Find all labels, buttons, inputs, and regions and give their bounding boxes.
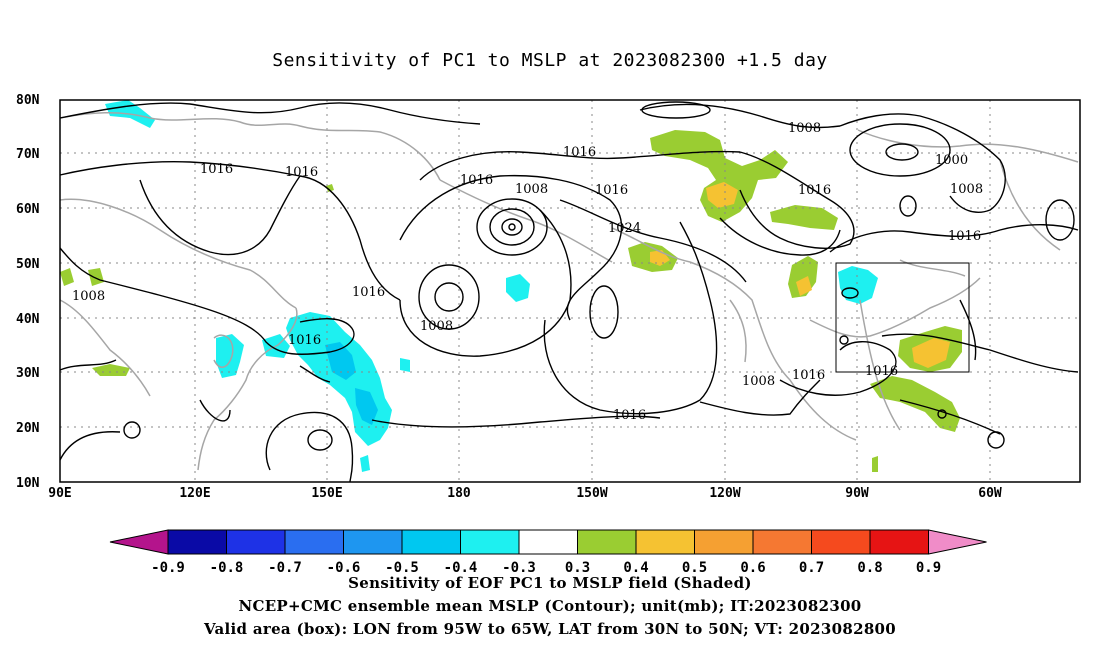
positive-area xyxy=(88,268,104,286)
colorbar-label: 0.3 xyxy=(565,560,590,576)
negative-area xyxy=(838,266,878,304)
colorbar-segment xyxy=(460,529,520,555)
contour-label: 1008 xyxy=(742,374,775,389)
contour-label: 1008 xyxy=(72,289,105,304)
contour-label: 1000 xyxy=(935,153,968,168)
lat-label: 20N xyxy=(16,421,40,436)
map-title: Sensitivity of PC1 to MSLP at 2023082300… xyxy=(272,50,828,71)
contour-label: 1016 xyxy=(595,183,628,198)
contour-label: 1016 xyxy=(285,165,318,180)
colorbar-label: 0.7 xyxy=(799,560,824,576)
positive-area xyxy=(872,456,878,472)
contour-label: 1016 xyxy=(798,183,831,198)
colorbar-segment xyxy=(694,529,754,555)
colorbar-segment xyxy=(167,529,227,555)
colorbar-segment xyxy=(869,529,929,555)
colorbar-segment xyxy=(518,529,578,555)
colorbar-label: -0.3 xyxy=(502,560,536,576)
positive-area-mid xyxy=(706,182,738,208)
lon-label: 150E xyxy=(311,486,342,501)
positive-area xyxy=(92,364,130,376)
positive-area xyxy=(770,205,838,230)
contour-label: 1008 xyxy=(788,121,821,136)
colorbar-label: 0.6 xyxy=(740,560,765,576)
contour-label: 1016 xyxy=(460,173,493,188)
colorbar-label: 0.5 xyxy=(682,560,707,576)
lon-label: 90W xyxy=(845,486,869,501)
contour-label: 1008 xyxy=(515,182,548,197)
contour-label: 1016 xyxy=(563,145,596,160)
positive-area-mid xyxy=(796,276,812,296)
colorbar-segment xyxy=(811,529,871,555)
colorbar-low-triangle xyxy=(109,529,169,555)
lat-label: 10N xyxy=(16,476,40,491)
lon-label: 180 xyxy=(447,486,471,501)
colorbar-segment xyxy=(343,529,403,555)
colorbar-label: -0.4 xyxy=(444,560,478,576)
negative-area xyxy=(400,358,410,372)
colorbar-label: -0.7 xyxy=(268,560,302,576)
contour-label: 1016 xyxy=(200,162,233,177)
positive-area-mid xyxy=(912,338,950,368)
latitude-labels: 80N 70N 60N 50N 40N 30N 20N 10N xyxy=(16,93,40,491)
contour-label: 1016 xyxy=(948,229,981,244)
lon-label: 150W xyxy=(576,486,607,501)
caption-line: Valid area (box): LON from 95W to 65W, L… xyxy=(203,620,897,638)
lat-label: 70N xyxy=(16,147,40,162)
contour-label: 1016 xyxy=(613,408,646,423)
colorbar-segment xyxy=(752,529,812,555)
colorbar-label: 0.8 xyxy=(857,560,882,576)
positive-area xyxy=(60,268,74,286)
lat-label: 40N xyxy=(16,312,40,327)
contour-label: 1016 xyxy=(792,368,825,383)
lat-label: 30N xyxy=(16,366,40,381)
colorbar-label: 0.9 xyxy=(916,560,941,576)
mslp-contours xyxy=(59,101,1079,483)
caption-line: Sensitivity of EOF PC1 to MSLP field (Sh… xyxy=(348,574,752,592)
colorbar-segment xyxy=(284,529,344,555)
colorbar-label: 0.4 xyxy=(623,560,648,576)
lat-label: 60N xyxy=(16,202,40,217)
contour-label: 1016 xyxy=(865,364,898,379)
lon-label: 90E xyxy=(48,486,71,501)
contour-label-layer: 1016 1016 1008 1016 1008 1016 1016 1024 … xyxy=(72,121,983,423)
positive-area xyxy=(326,184,334,192)
colorbar-high-triangle xyxy=(928,529,987,555)
colorbar-segment xyxy=(635,529,695,555)
contour-label: 1008 xyxy=(420,319,453,334)
lon-label: 120E xyxy=(179,486,210,501)
caption-line: NCEP+CMC ensemble mean MSLP (Contour); u… xyxy=(238,597,862,615)
colorbar-segment xyxy=(226,529,286,555)
colorbar-label: -0.6 xyxy=(327,560,361,576)
contour-label: 1008 xyxy=(950,182,983,197)
negative-area xyxy=(506,274,530,302)
coastlines xyxy=(59,112,1079,471)
valid-area-box xyxy=(835,262,970,373)
colorbar-label: -0.9 xyxy=(151,560,185,576)
colorbar: -0.9 -0.8 -0.7 -0.6 -0.5 -0.4 -0.3 0.3 0.4 0.5 0.6… xyxy=(109,529,987,576)
longitude-labels: 90E 120E 150E 180 150W 120W 90W 60W xyxy=(48,486,1002,501)
lon-label: 60W xyxy=(978,486,1002,501)
contour-label: 1016 xyxy=(288,333,321,348)
lat-label: 80N xyxy=(16,93,40,108)
contour-label: 1016 xyxy=(352,285,385,300)
negative-area-deep xyxy=(355,388,378,425)
colorbar-segment xyxy=(577,529,637,555)
lat-label: 50N xyxy=(16,257,40,272)
colorbar-label: -0.5 xyxy=(385,560,419,576)
lon-label: 120W xyxy=(709,486,740,501)
colorbar-label: -0.8 xyxy=(210,560,244,576)
contour-label: 1024 xyxy=(608,221,641,236)
map-frame xyxy=(59,99,1081,483)
colorbar-segment xyxy=(401,529,461,555)
negative-area xyxy=(360,455,370,472)
